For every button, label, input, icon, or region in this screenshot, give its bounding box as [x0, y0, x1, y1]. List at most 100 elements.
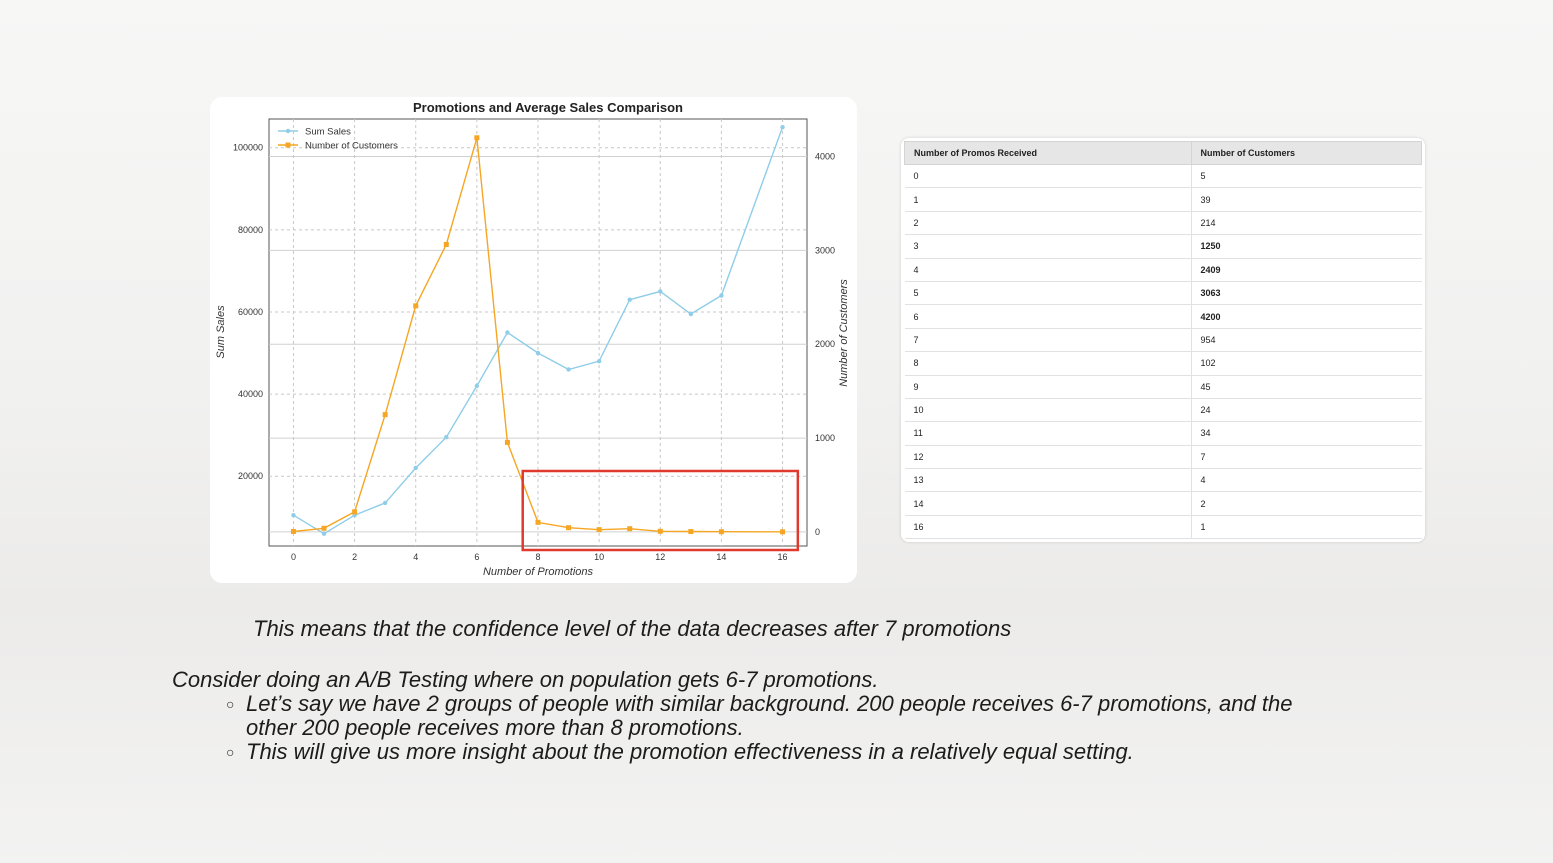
data-point-sum-sales	[291, 513, 296, 518]
data-point-sum-sales	[413, 465, 418, 471]
cell-promos: 4	[904, 258, 1192, 282]
y2-tick-label: 3000	[815, 245, 835, 255]
cell-customers: 3063	[1191, 281, 1422, 306]
y-tick-label: 100000	[233, 143, 263, 153]
cell-customers: 4	[1191, 468, 1422, 493]
y-tick-label: 60000	[238, 307, 263, 317]
table-row: 9 45	[904, 375, 1422, 399]
table-row: 4 2409	[904, 258, 1422, 282]
data-point-sum-sales	[688, 311, 694, 317]
y2-tick-label: 0	[815, 527, 820, 537]
ab-testing-intro: Consider doing an A/B Testing where on p…	[172, 667, 879, 692]
data-point-customers	[352, 509, 358, 515]
cell-customers: 1	[1191, 515, 1422, 540]
cell-customers: 1250	[1191, 234, 1422, 259]
y-axis-label: Sum Sales	[215, 305, 227, 359]
table-row: 16 1	[904, 515, 1422, 540]
cell-customers: 2409	[1191, 258, 1422, 282]
data-point-sum-sales	[535, 350, 541, 356]
x-tick-label: 2	[352, 552, 357, 562]
data-point-customers	[780, 529, 786, 535]
cell-customers: 214	[1191, 211, 1422, 236]
data-point-customers	[566, 525, 572, 531]
y-tick-label: 20000	[238, 471, 263, 481]
chart-card: 0 2 4 6 8 10 12 14 16 20000 40000 60000 80000 100000 0…	[210, 97, 857, 583]
cell-promos: 3	[904, 234, 1192, 259]
table-row: 7 954	[904, 328, 1422, 353]
cell-customers: 954	[1191, 328, 1422, 353]
y2-tick-label: 2000	[815, 339, 835, 349]
data-point-customers	[382, 412, 388, 418]
data-point-customers	[657, 528, 663, 534]
cell-customers: 45	[1191, 375, 1422, 399]
x-tick-label: 14	[716, 552, 726, 562]
cell-customers: 102	[1191, 351, 1422, 376]
table-row: 11 34	[904, 421, 1422, 446]
data-point-customers	[718, 529, 724, 535]
cell-promos: 9	[904, 375, 1192, 399]
data-point-customers	[474, 135, 480, 141]
x-tick-label: 0	[291, 552, 296, 562]
data-point-sum-sales	[658, 289, 663, 294]
y-tick-label: 40000	[238, 389, 263, 399]
cell-promos: 14	[904, 491, 1192, 516]
bullet-marker: ○	[226, 696, 235, 712]
bullet-text-line2: other 200 people receives more than 8 pr…	[246, 715, 744, 740]
cell-customers: 34	[1191, 421, 1422, 446]
table-row: 12 7	[904, 445, 1422, 470]
cell-promos: 11	[904, 421, 1192, 446]
table-row: 2 214	[904, 211, 1422, 236]
table-row: 6 4200	[904, 304, 1422, 329]
table-body: 0 5 1 39 2 214 3 1250 4 2409 5 3063 6 4200 7 954 8 102 9 45…	[904, 164, 1422, 540]
legend-marker	[285, 142, 291, 148]
promotions-sales-chart: 0 2 4 6 8 10 12 14 16 20000 40000 60000 80000 100000 0…	[215, 100, 850, 578]
table-header-row: Number of Promos Received Number of Cust…	[904, 141, 1422, 165]
legend-label: Sum Sales	[305, 127, 351, 138]
x-tick-label: 6	[474, 552, 479, 562]
data-point-customers	[535, 519, 541, 525]
legend-marker	[285, 128, 291, 134]
cell-promos: 7	[904, 328, 1192, 353]
data-point-sum-sales	[505, 330, 510, 335]
y2-tick-label: 4000	[815, 152, 835, 162]
cell-promos: 2	[904, 211, 1192, 236]
confidence-note: This means that the confidence level of …	[253, 616, 1012, 641]
table-row: 5 3063	[904, 281, 1422, 306]
header-customers: Number of Customers	[1190, 141, 1422, 165]
cell-promos: 6	[904, 304, 1192, 329]
data-point-customers	[290, 528, 296, 534]
bullet-text-line1: Let’s say we have 2 groups of people wit…	[246, 691, 1293, 716]
table-row: 1 39	[904, 187, 1422, 212]
cell-promos: 10	[904, 398, 1192, 423]
x-tick-label: 8	[535, 552, 540, 562]
table-card: Number of Promos Received Number of Cust…	[901, 138, 1425, 542]
chart-title: Promotions and Average Sales Comparison	[413, 100, 683, 115]
x-tick-label: 10	[594, 552, 604, 562]
y2-axis-label: Number of Customers	[838, 279, 850, 387]
cell-customers: 2	[1191, 491, 1422, 516]
data-point-sum-sales	[627, 297, 632, 302]
series-line-sum-sales	[293, 126, 784, 535]
data-point-sum-sales	[321, 531, 327, 536]
data-point-customers	[443, 241, 449, 247]
cell-customers: 4200	[1191, 304, 1422, 329]
promos-customers-table: Number of Promos Received Number of Cust…	[904, 141, 1422, 540]
data-point-sum-sales	[596, 359, 602, 364]
cell-promos: 0	[904, 164, 1192, 189]
cell-promos: 5	[904, 281, 1192, 306]
table-row: 3 1250	[904, 234, 1422, 259]
cell-customers: 24	[1191, 398, 1422, 423]
x-tick-label: 12	[655, 552, 665, 562]
data-point-sum-sales	[566, 367, 571, 372]
cell-promos: 16	[904, 515, 1192, 540]
bullet-text: This will give us more insight about the…	[246, 739, 1134, 764]
data-point-sum-sales	[780, 125, 785, 130]
data-point-sum-sales	[474, 383, 480, 389]
cell-promos: 1	[904, 187, 1192, 212]
x-tick-label: 4	[413, 552, 418, 562]
legend-label: Number of Customers	[305, 141, 398, 152]
data-point-customers	[688, 529, 694, 535]
data-point-customers	[596, 527, 602, 533]
cell-customers: 5	[1191, 164, 1422, 189]
